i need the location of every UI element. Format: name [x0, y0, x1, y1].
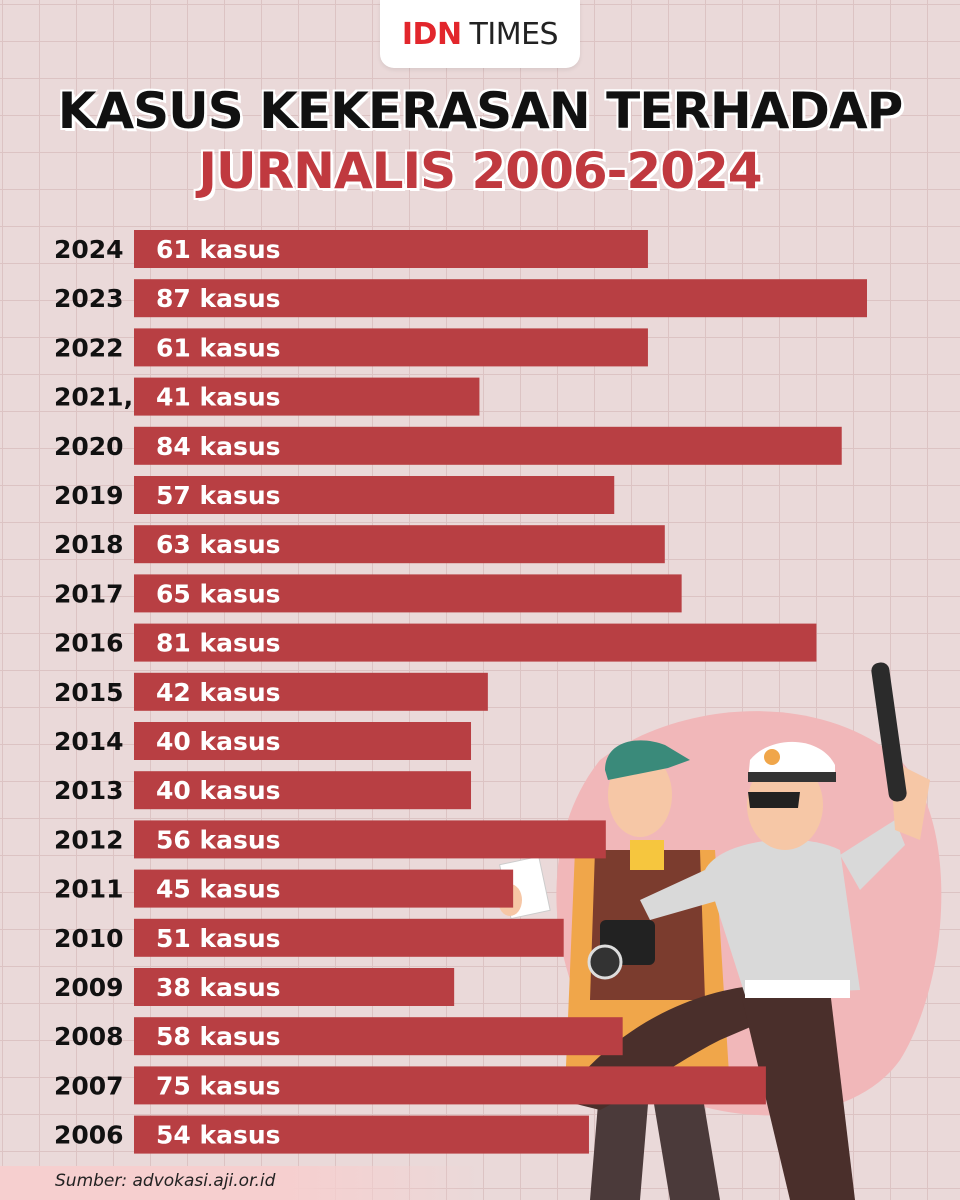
year-label: 2013 — [54, 776, 124, 805]
bar — [134, 1066, 766, 1105]
bar — [134, 426, 842, 465]
bar-value-label: 45 kasus — [156, 875, 281, 904]
bar-value-label: 63 kasus — [156, 530, 281, 559]
year-label: 2006 — [54, 1121, 124, 1150]
year-label: 2008 — [54, 1022, 124, 1051]
year-label: 2020 — [54, 432, 124, 461]
year-label: 2022 — [54, 333, 124, 362]
bar-value-label: 61 kasus — [156, 333, 281, 362]
bar — [134, 574, 682, 613]
bar — [134, 918, 564, 957]
bar-value-label: 54 kasus — [156, 1121, 281, 1150]
bar-value-label: 41 kasus — [156, 383, 281, 412]
bar-value-label: 51 kasus — [156, 924, 281, 953]
bar-value-label: 75 kasus — [156, 1071, 281, 1100]
bar-value-label: 65 kasus — [156, 579, 281, 608]
bar-value-label: 57 kasus — [156, 481, 281, 510]
year-label: 2014 — [54, 727, 124, 756]
bar — [134, 1017, 623, 1056]
year-label: 2024 — [54, 235, 124, 264]
bar-value-label: 40 kasus — [156, 727, 281, 756]
year-label: 2017 — [54, 579, 124, 608]
bar-value-label: 38 kasus — [156, 973, 281, 1002]
year-label: 2023 — [54, 284, 124, 313]
year-label: 2019 — [54, 481, 124, 510]
year-label: 2015 — [54, 678, 124, 707]
bar-value-label: 87 kasus — [156, 284, 281, 313]
bar-value-label: 84 kasus — [156, 432, 281, 461]
bar — [134, 279, 867, 318]
year-label: 2016 — [54, 629, 124, 658]
bar — [134, 820, 606, 859]
brand-idn: IDN — [401, 16, 462, 52]
year-label: 2012 — [54, 825, 124, 854]
year-label: 2011 — [54, 875, 124, 904]
bar — [134, 968, 455, 1006]
bar-value-label: 58 kasus — [156, 1022, 281, 1051]
year-label: 2010 — [54, 924, 124, 953]
bar-value-label: 56 kasus — [156, 825, 281, 854]
bar-value-label: 61 kasus — [156, 235, 281, 264]
source-note: Sumber: advokasi.aji.or.id — [0, 1166, 480, 1200]
bar-value-label: 81 kasus — [156, 629, 281, 658]
bar — [134, 869, 514, 908]
year-label: 2021, — [54, 383, 133, 412]
year-label: 2009 — [54, 973, 124, 1002]
year-label: 2018 — [54, 530, 124, 559]
bar-value-label: 42 kasus — [156, 678, 281, 707]
chart-title-line2: JURNALIS 2006-2024 — [198, 142, 762, 200]
brand-times: TIMES — [469, 16, 559, 52]
bar — [134, 377, 480, 416]
bar — [134, 722, 472, 760]
bar — [134, 1115, 589, 1154]
bar — [134, 771, 472, 810]
chart-title-line1: KASUS KEKERASAN TERHADAP — [57, 82, 904, 140]
bar — [134, 525, 665, 564]
year-label: 2007 — [54, 1071, 124, 1100]
brand-logo: IDN TIMES — [380, 0, 580, 68]
bar — [134, 672, 488, 711]
bar — [134, 476, 615, 514]
bar — [134, 230, 648, 268]
bar — [134, 623, 817, 662]
bar-value-label: 40 kasus — [156, 776, 281, 805]
bar — [134, 328, 648, 367]
